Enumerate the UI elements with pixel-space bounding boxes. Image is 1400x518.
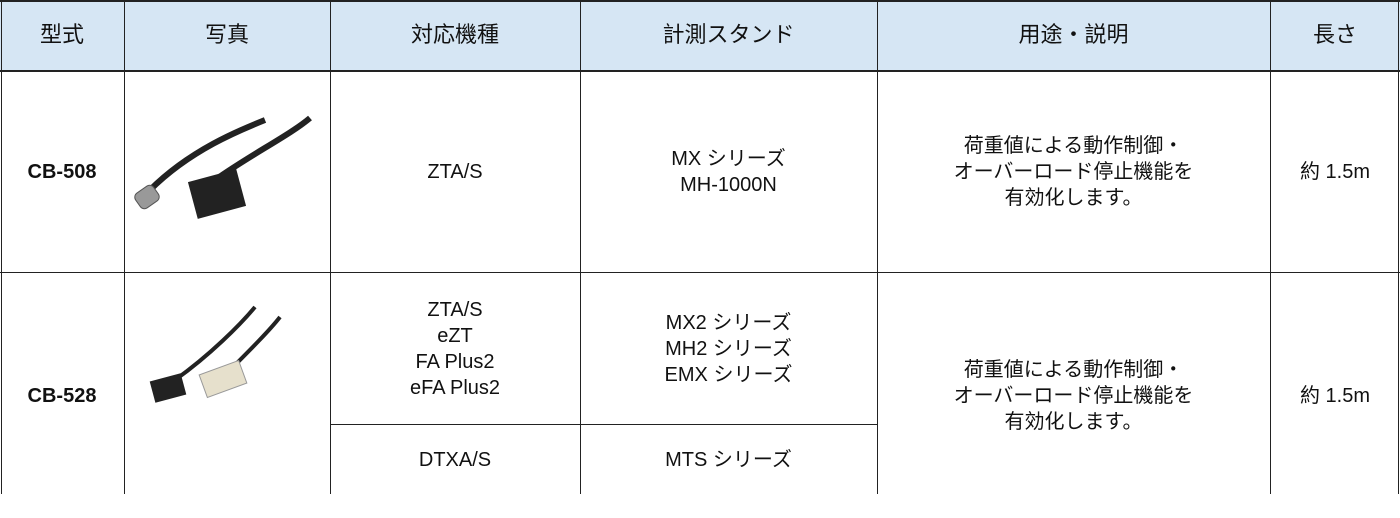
photo-cb-528 <box>149 305 282 403</box>
text-line: 計測スタンド <box>662 22 795 47</box>
text-line: 約 1.5m <box>1299 384 1371 407</box>
photo-cb-508 <box>134 115 312 219</box>
spec-table: 型式 写真 対応機種 計測スタンド 用途・説明 長さ CB-508 荷重値による動作制御・ オー… <box>0 0 1400 494</box>
text-line: 荷重値による動作制御・ <box>963 358 1184 381</box>
stands: MX シリーズ MH-1000N <box>580 72 877 272</box>
text-line: MTS シリーズ <box>665 448 792 471</box>
header-cell: 用途・説明 <box>877 0 1270 70</box>
model: CB-528 <box>0 273 124 518</box>
text-line: 有効化します。 <box>1004 187 1143 209</box>
text-line: オーバーロード停止機能を <box>953 161 1194 183</box>
description: 荷重値による動作制御・ オーバーロード停止機能を 有効化します。 <box>877 273 1270 518</box>
stands: MTS シリーズ <box>580 425 877 494</box>
header-bg <box>0 0 1400 70</box>
header-cell: 計測スタンド <box>580 0 877 70</box>
text-line: 約 1.5m <box>1299 161 1371 183</box>
text-line: MX シリーズ <box>671 148 786 170</box>
text-line: オーバーロード停止機能を <box>953 384 1194 407</box>
header-cell: 型式 <box>0 0 124 70</box>
text-line: DTXA/S <box>418 448 492 471</box>
length: 約 1.5m <box>1270 72 1400 272</box>
compatible-models: ZTA/S <box>330 72 580 272</box>
description: 荷重値による動作制御・ オーバーロード停止機能を 有効化します。 <box>877 72 1270 272</box>
text-line: EMX シリーズ <box>664 363 793 386</box>
header-cell: 対応機種 <box>330 0 580 70</box>
header-cell: 写真 <box>124 0 330 70</box>
text-line: eZT <box>437 324 473 347</box>
stands: MX2 シリーズ MH2 シリーズ EMX シリーズ <box>580 273 877 424</box>
text-line: 対応機種 <box>410 22 499 47</box>
text-line: eFA Plus2 <box>409 376 501 399</box>
compatible-models: DTXA/S <box>330 425 580 494</box>
model: CB-508 <box>0 72 124 272</box>
text-line: 型式 <box>39 22 84 47</box>
text-line: ZTA/S <box>427 298 483 321</box>
text-line: 長さ <box>1312 22 1357 47</box>
text-line: 用途・説明 <box>1018 22 1129 47</box>
text-line: MH-1000N <box>680 174 777 196</box>
text-line: CB-528 <box>27 384 97 407</box>
text-line: 荷重値による動作制御・ <box>963 135 1184 157</box>
header-cell: 長さ <box>1270 0 1400 70</box>
text-line: MH2 シリーズ <box>665 337 792 360</box>
text-line: ZTA/S <box>427 161 483 183</box>
compatible-models: ZTA/S eZT FA Plus2 eFA Plus2 <box>330 273 580 424</box>
text-line: CB-508 <box>27 161 97 183</box>
text-line: FA Plus2 <box>415 350 495 373</box>
text-line: 写真 <box>204 22 249 47</box>
length: 約 1.5m <box>1270 273 1400 518</box>
text-line: MX2 シリーズ <box>665 311 792 334</box>
text-line: 有効化します。 <box>1004 410 1143 433</box>
